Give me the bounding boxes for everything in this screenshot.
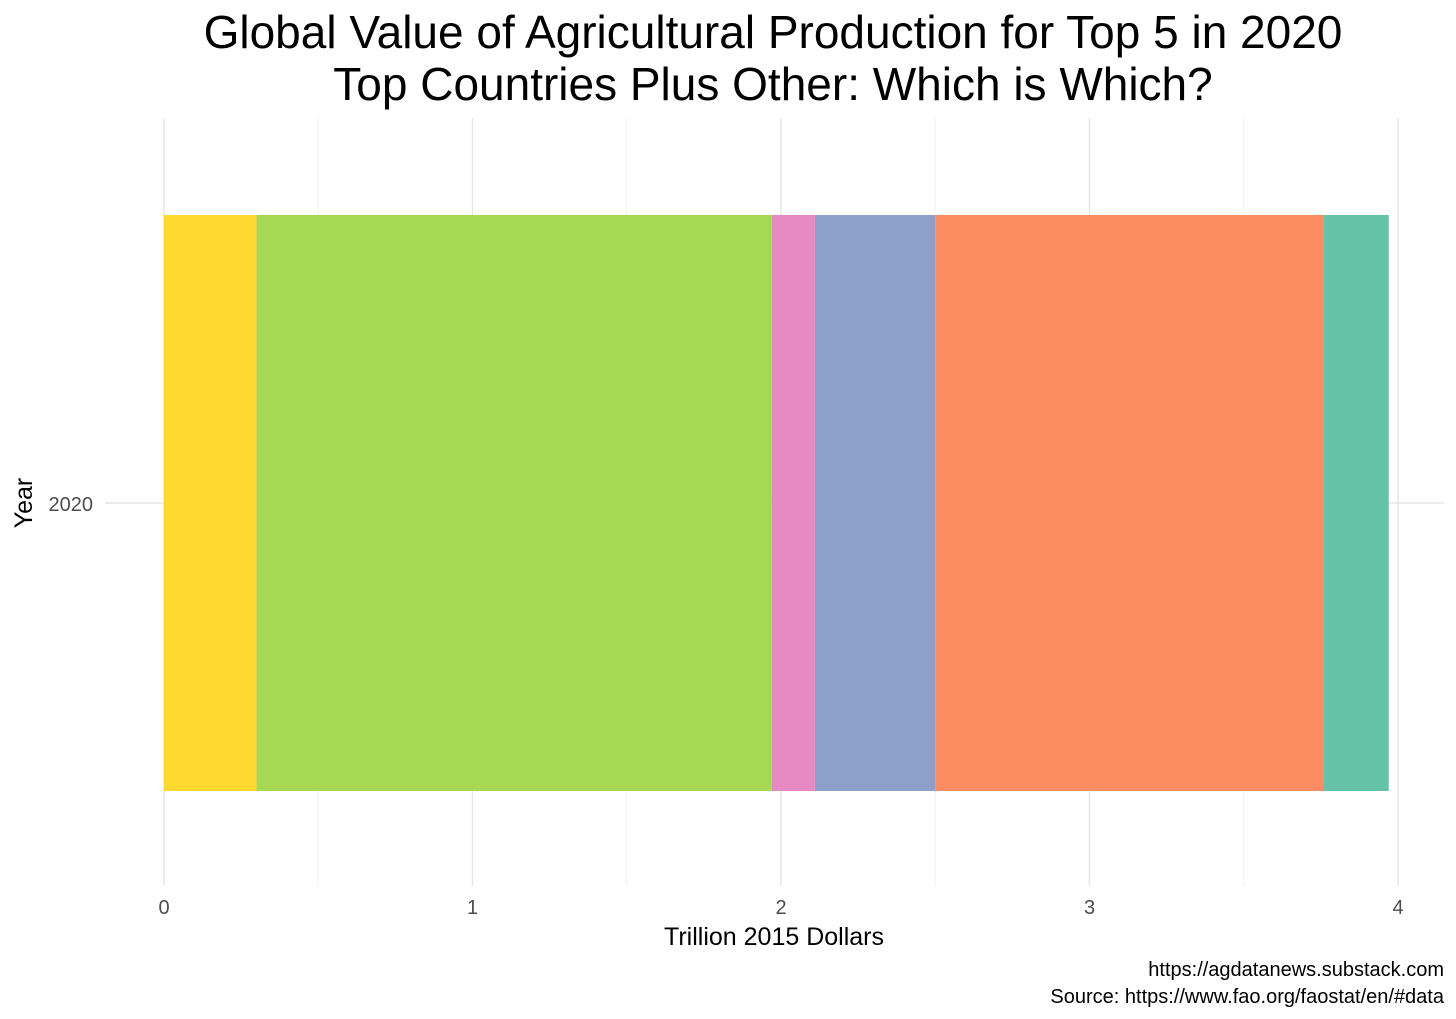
bar-segment-2	[256, 215, 772, 791]
chart-title-line-2: Top Countries Plus Other: Which is Which…	[333, 58, 1213, 110]
chart-title-line-1: Global Value of Agricultural Production …	[203, 6, 1343, 58]
x-tick-label: 2	[775, 897, 786, 919]
x-axis-ticks: 0 1 2 3 4	[158, 897, 1403, 919]
caption-url: https://agdatanews.substack.com	[1148, 959, 1444, 981]
x-tick-label: 0	[158, 897, 169, 919]
caption-source: Source: https://www.fao.org/faostat/en/#…	[1050, 986, 1444, 1008]
bar-segment-6	[1323, 215, 1389, 791]
bar-segment-3	[771, 215, 815, 791]
bar-segment-5	[935, 215, 1324, 791]
x-axis-title: Trillion 2015 Dollars	[664, 923, 884, 951]
x-tick-label: 1	[467, 897, 478, 919]
y-axis-title: Year	[10, 478, 38, 529]
x-tick-label: 3	[1084, 897, 1095, 919]
y-tick-label-2020: 2020	[49, 494, 94, 516]
x-tick-label: 4	[1392, 897, 1403, 919]
stacked-bar	[164, 215, 1389, 791]
bar-segment-1	[164, 215, 257, 791]
bar-segment-4	[814, 215, 936, 791]
